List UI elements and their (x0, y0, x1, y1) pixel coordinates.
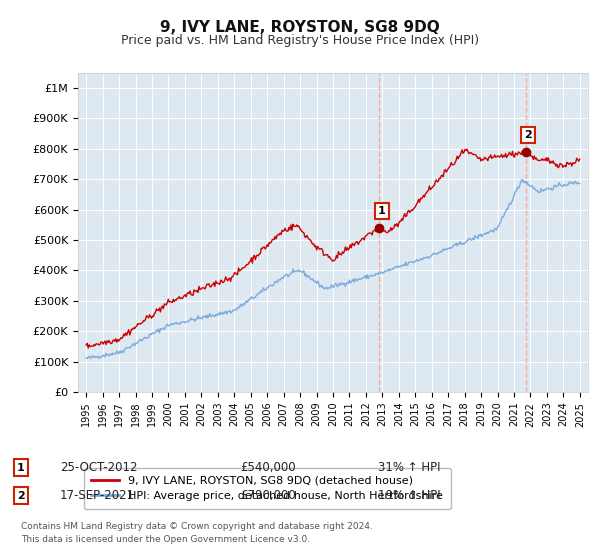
Text: Contains HM Land Registry data © Crown copyright and database right 2024.
This d: Contains HM Land Registry data © Crown c… (21, 522, 373, 544)
Text: 19% ↑ HPI: 19% ↑ HPI (378, 489, 440, 502)
Text: 25-OCT-2012: 25-OCT-2012 (60, 461, 137, 474)
Text: 2: 2 (524, 130, 532, 140)
Text: 9, IVY LANE, ROYSTON, SG8 9DQ: 9, IVY LANE, ROYSTON, SG8 9DQ (160, 20, 440, 35)
Text: 1: 1 (17, 463, 25, 473)
Text: 31% ↑ HPI: 31% ↑ HPI (378, 461, 440, 474)
Text: 17-SEP-2021: 17-SEP-2021 (60, 489, 135, 502)
Text: 2: 2 (17, 491, 25, 501)
Legend: 9, IVY LANE, ROYSTON, SG8 9DQ (detached house), HPI: Average price, detached hou: 9, IVY LANE, ROYSTON, SG8 9DQ (detached … (83, 468, 451, 509)
Text: Price paid vs. HM Land Registry's House Price Index (HPI): Price paid vs. HM Land Registry's House … (121, 34, 479, 46)
Text: £540,000: £540,000 (240, 461, 296, 474)
Text: 1: 1 (378, 206, 386, 216)
Text: £790,000: £790,000 (240, 489, 296, 502)
